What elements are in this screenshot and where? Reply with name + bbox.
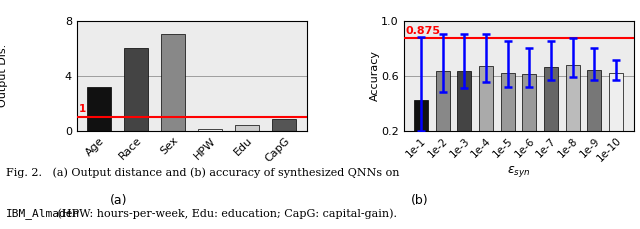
Y-axis label: Normalized
Output Dis.: Normalized Output Dis. xyxy=(0,44,8,107)
Bar xyxy=(544,67,558,158)
X-axis label: $\varepsilon_{syn}$: $\varepsilon_{syn}$ xyxy=(507,164,531,179)
Text: (b): (b) xyxy=(411,194,428,207)
Text: (HPW: hours-per-week, Edu: education; CapG: capital-gain).: (HPW: hours-per-week, Edu: education; Ca… xyxy=(54,208,397,219)
Bar xyxy=(500,73,515,158)
Bar xyxy=(273,119,296,131)
Bar xyxy=(522,74,536,158)
Bar xyxy=(479,66,493,158)
Bar xyxy=(458,71,472,158)
Text: 1: 1 xyxy=(79,104,86,114)
Bar xyxy=(566,65,580,158)
Text: IBM_Almaden: IBM_Almaden xyxy=(6,208,81,219)
Bar xyxy=(161,34,186,131)
Y-axis label: Accuracy: Accuracy xyxy=(369,50,380,101)
Bar xyxy=(87,87,111,131)
Text: 0.875: 0.875 xyxy=(406,26,441,36)
Bar xyxy=(436,71,450,158)
Bar xyxy=(236,125,259,131)
Text: Fig. 2.   (a) Output distance and (b) accuracy of synthesized QNNs on: Fig. 2. (a) Output distance and (b) accu… xyxy=(6,167,400,178)
Bar xyxy=(588,70,602,158)
Bar xyxy=(414,100,428,158)
Bar xyxy=(124,48,148,131)
Bar xyxy=(198,129,222,131)
Text: (a): (a) xyxy=(109,194,127,207)
Bar xyxy=(609,73,623,158)
